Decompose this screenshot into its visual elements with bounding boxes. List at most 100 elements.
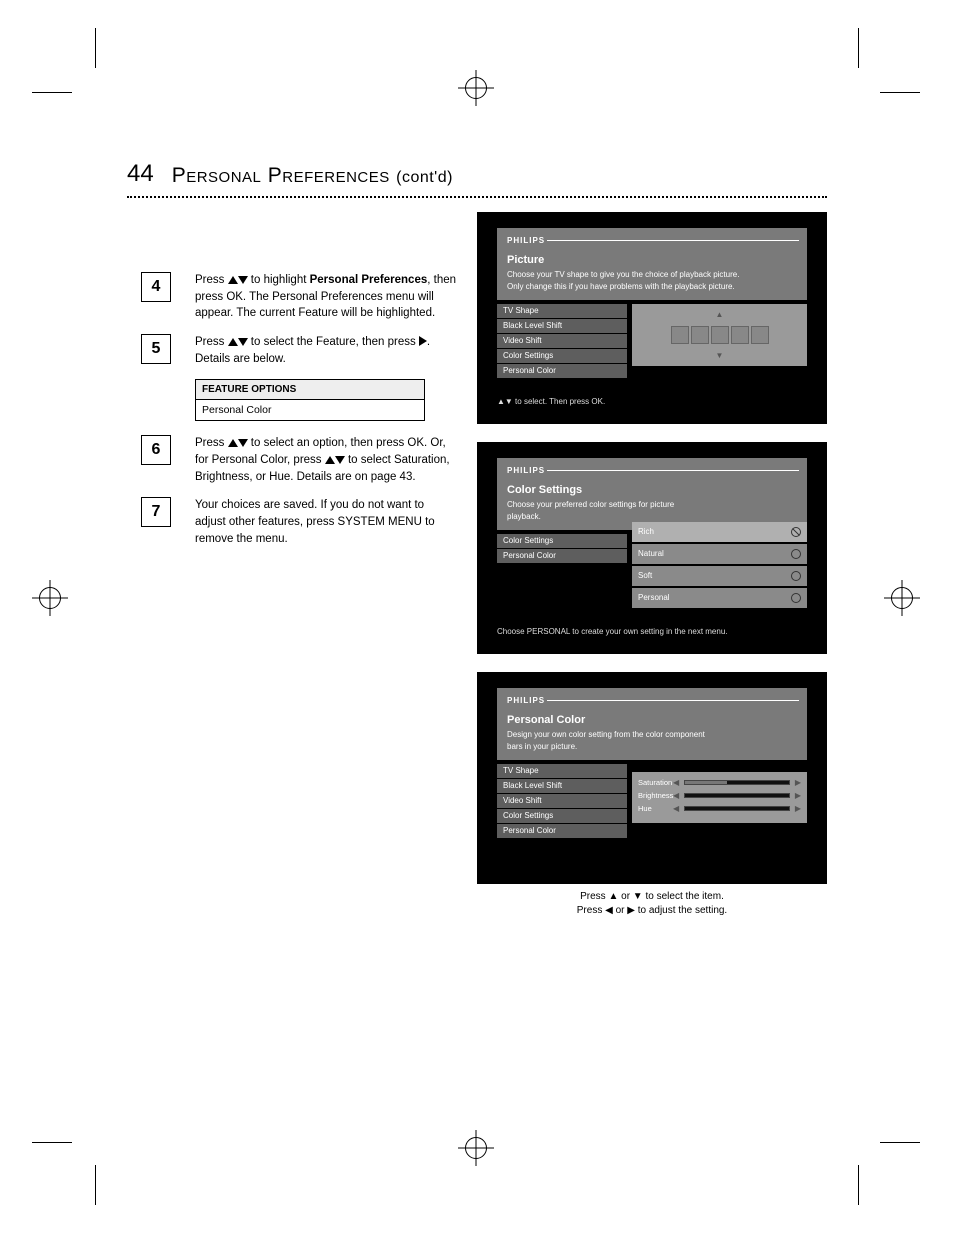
osd-box <box>751 326 769 344</box>
osd-subtitle: bars in your picture. <box>507 742 577 751</box>
osd-box <box>691 326 709 344</box>
right-arrow-icon: ▶ <box>795 791 801 800</box>
crop-mark <box>880 92 920 93</box>
osd-box <box>671 326 689 344</box>
osd-subtitle: Only change this if you have problems wi… <box>507 282 735 291</box>
title-cont: (cont'd) <box>396 169 453 186</box>
step-num-4: 4 <box>141 272 171 302</box>
brand-label: PHILIPS <box>507 696 545 705</box>
up-arrow-icon <box>228 439 238 447</box>
brand-label: PHILIPS <box>507 236 545 245</box>
crop-mark <box>880 1142 920 1143</box>
osd-caption: Press ▲ or ▼ to select the item. Press ◀… <box>477 890 827 918</box>
left-arrow-icon: ◀ <box>673 778 679 787</box>
up-arrow-icon <box>325 456 335 464</box>
down-arrow-icon <box>238 276 248 284</box>
up-arrow-icon <box>228 338 238 346</box>
caption-line: Press ▲ or ▼ to select the item. <box>477 890 827 904</box>
page-number: 44 <box>127 160 154 188</box>
page-content: 44 Personal Preferences (cont'd) 4 Press… <box>127 160 827 932</box>
left-arrow-icon: ◀ <box>673 804 679 813</box>
osd-menu-row: Black Level Shift <box>497 779 627 793</box>
osd-box <box>731 326 749 344</box>
osd-menu-row: TV Shape <box>497 764 627 778</box>
step-5: 5 Press to select the Feature, then pres… <box>127 334 457 367</box>
down-arrow-icon: ▼ <box>716 351 724 360</box>
osd-menu: Color Settings Personal Color <box>497 534 627 564</box>
osd-menu-row: Personal Color <box>497 364 627 378</box>
osd-screen-personal-color: PHILIPS Personal Color Design your own c… <box>477 672 827 884</box>
down-arrow-icon <box>238 338 248 346</box>
osd-option: Rich <box>632 522 807 542</box>
slider-fill <box>685 781 726 784</box>
osd-title: Personal Color <box>507 714 585 726</box>
slider-row: Brightness ◀ ▶ <box>638 791 801 800</box>
osd-sliders: Saturation ◀ ▶ Brightness ◀ ▶ Hue ◀ <box>632 772 807 823</box>
osd-menu-row: Personal Color <box>497 824 627 838</box>
osd-menu-row: Video Shift <box>497 794 627 808</box>
osd-panel: ▲ ▼ <box>632 304 807 366</box>
registration-mark <box>458 1130 494 1166</box>
page-title: Personal Preferences (cont'd) <box>172 164 453 188</box>
table-row: Personal Color <box>196 400 425 421</box>
step-6-text: Press to select an option, then press OK… <box>195 435 457 485</box>
osd-subtitle: Design your own color setting from the c… <box>507 730 705 739</box>
slider-label: Saturation <box>638 778 668 787</box>
osd-menu: TV Shape Black Level Shift Video Shift C… <box>497 764 627 839</box>
osd-box <box>711 326 729 344</box>
up-arrow-icon <box>228 276 238 284</box>
slider-row: Saturation ◀ ▶ <box>638 778 801 787</box>
osd-subtitle: Choose your TV shape to give you the cho… <box>507 270 739 279</box>
registration-mark <box>884 580 920 616</box>
osd-title: Color Settings <box>507 484 582 496</box>
crop-mark <box>95 28 96 68</box>
slider-label: Hue <box>638 804 668 813</box>
step-4: 4 Press to highlight Personal Preference… <box>127 272 457 322</box>
osd-menu-row: Color Settings <box>497 534 627 548</box>
osd-screen-color-settings: PHILIPS Color Settings Choose your prefe… <box>477 442 827 654</box>
osd-option: Soft <box>632 566 807 586</box>
step-7: 7 Your choices are saved. If you do not … <box>127 497 457 547</box>
osd-menu-row: Color Settings <box>497 349 627 363</box>
left-arrow-icon: ◀ <box>673 791 679 800</box>
right-arrow-icon: ▶ <box>795 778 801 787</box>
step-num-7: 7 <box>141 497 171 527</box>
radio-icon <box>791 593 801 603</box>
table-header: FEATURE OPTIONS <box>196 380 425 400</box>
step-5-text: Press to select the Feature, then press … <box>195 334 457 367</box>
title-main: Personal Preferences <box>172 164 390 187</box>
osd-option: Natural <box>632 544 807 564</box>
radio-icon <box>791 527 801 537</box>
feature-options-table: FEATURE OPTIONS Personal Color <box>195 379 425 421</box>
radio-icon <box>791 571 801 581</box>
step-num-6: 6 <box>141 435 171 465</box>
osd-menu-row: Black Level Shift <box>497 319 627 333</box>
osd-footer: Choose PERSONAL to create your own setti… <box>497 627 807 636</box>
brand-line <box>547 700 799 701</box>
step-6: 6 Press to select an option, then press … <box>127 435 457 485</box>
brand-line <box>547 470 799 471</box>
osd-screen-picture: PHILIPS Picture Choose your TV shape to … <box>477 212 827 424</box>
step-7-text: Your choices are saved. If you do not wa… <box>195 497 457 547</box>
osd-title: Picture <box>507 254 544 266</box>
registration-mark <box>32 580 68 616</box>
down-arrow-icon <box>238 439 248 447</box>
crop-mark <box>858 1165 859 1205</box>
step-num-5: 5 <box>141 334 171 364</box>
osd-menu-row: TV Shape <box>497 304 627 318</box>
osd-menu-row: Video Shift <box>497 334 627 348</box>
caption-line: Press ◀ or ▶ to adjust the setting. <box>477 904 827 918</box>
radio-icon <box>791 549 801 559</box>
crop-mark <box>32 92 72 93</box>
brand-line <box>547 240 799 241</box>
osd-subtitle: playback. <box>507 512 541 521</box>
right-arrow-icon: ▶ <box>795 804 801 813</box>
brand-label: PHILIPS <box>507 466 545 475</box>
down-arrow-icon <box>335 456 345 464</box>
osd-footer: ▲▼ to select. Then press OK. <box>497 397 807 406</box>
slider-row: Hue ◀ ▶ <box>638 804 801 813</box>
registration-mark <box>458 70 494 106</box>
right-arrow-icon <box>419 336 427 346</box>
osd-menu-row: Personal Color <box>497 549 627 563</box>
up-arrow-icon: ▲ <box>716 310 724 319</box>
